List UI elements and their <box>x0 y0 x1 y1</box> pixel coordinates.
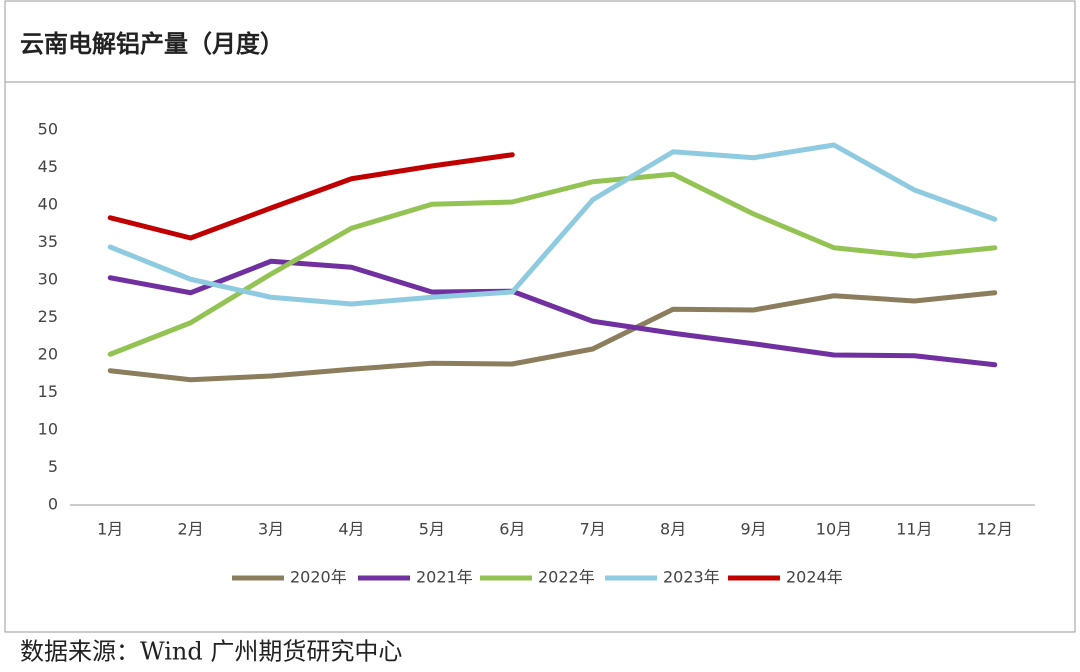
x-tick-label: 1月 <box>97 520 123 539</box>
y-tick-label: 45 <box>38 157 58 176</box>
x-tick-label: 10月 <box>816 520 852 539</box>
y-tick-label: 30 <box>38 270 58 289</box>
x-tick-label: 7月 <box>580 520 606 539</box>
y-tick-label: 40 <box>38 195 58 214</box>
y-tick-label: 0 <box>48 495 58 514</box>
series-line <box>107 142 998 307</box>
x-tick-label: 2月 <box>178 520 204 539</box>
source: 数据来源：Wind 广州期货研究中心 <box>20 638 402 666</box>
x-tick-label: 12月 <box>977 520 1013 539</box>
series-line <box>107 290 998 383</box>
series-line <box>107 152 515 241</box>
legend-label: 2021年 <box>416 568 473 587</box>
y-tick-label: 50 <box>38 120 58 139</box>
series-line <box>107 171 998 357</box>
y-tick-label: 20 <box>38 345 58 364</box>
y-tick-label: 10 <box>38 420 58 439</box>
legend-label: 2023年 <box>663 568 720 587</box>
legend-label: 2020年 <box>290 568 347 587</box>
x-tick-label: 6月 <box>499 520 525 539</box>
y-tick-label: 35 <box>38 232 58 251</box>
series-line <box>107 258 998 368</box>
x-tick-label: 11月 <box>896 520 932 539</box>
chart-title: 云南电解铝产量（月度） <box>20 30 284 58</box>
x-tick-label: 9月 <box>740 520 766 539</box>
x-tick-label: 8月 <box>660 520 686 539</box>
y-tick-label: 5 <box>48 457 58 476</box>
x-tick-label: 3月 <box>258 520 284 539</box>
legend-label: 2022年 <box>538 568 595 587</box>
legend-label: 2024年 <box>786 568 843 587</box>
frame <box>4 0 1076 633</box>
x-tick-label: 4月 <box>338 520 364 539</box>
x-tick-label: 5月 <box>419 520 445 539</box>
y-tick-label: 15 <box>38 382 58 401</box>
y-tick-label: 25 <box>38 307 58 326</box>
